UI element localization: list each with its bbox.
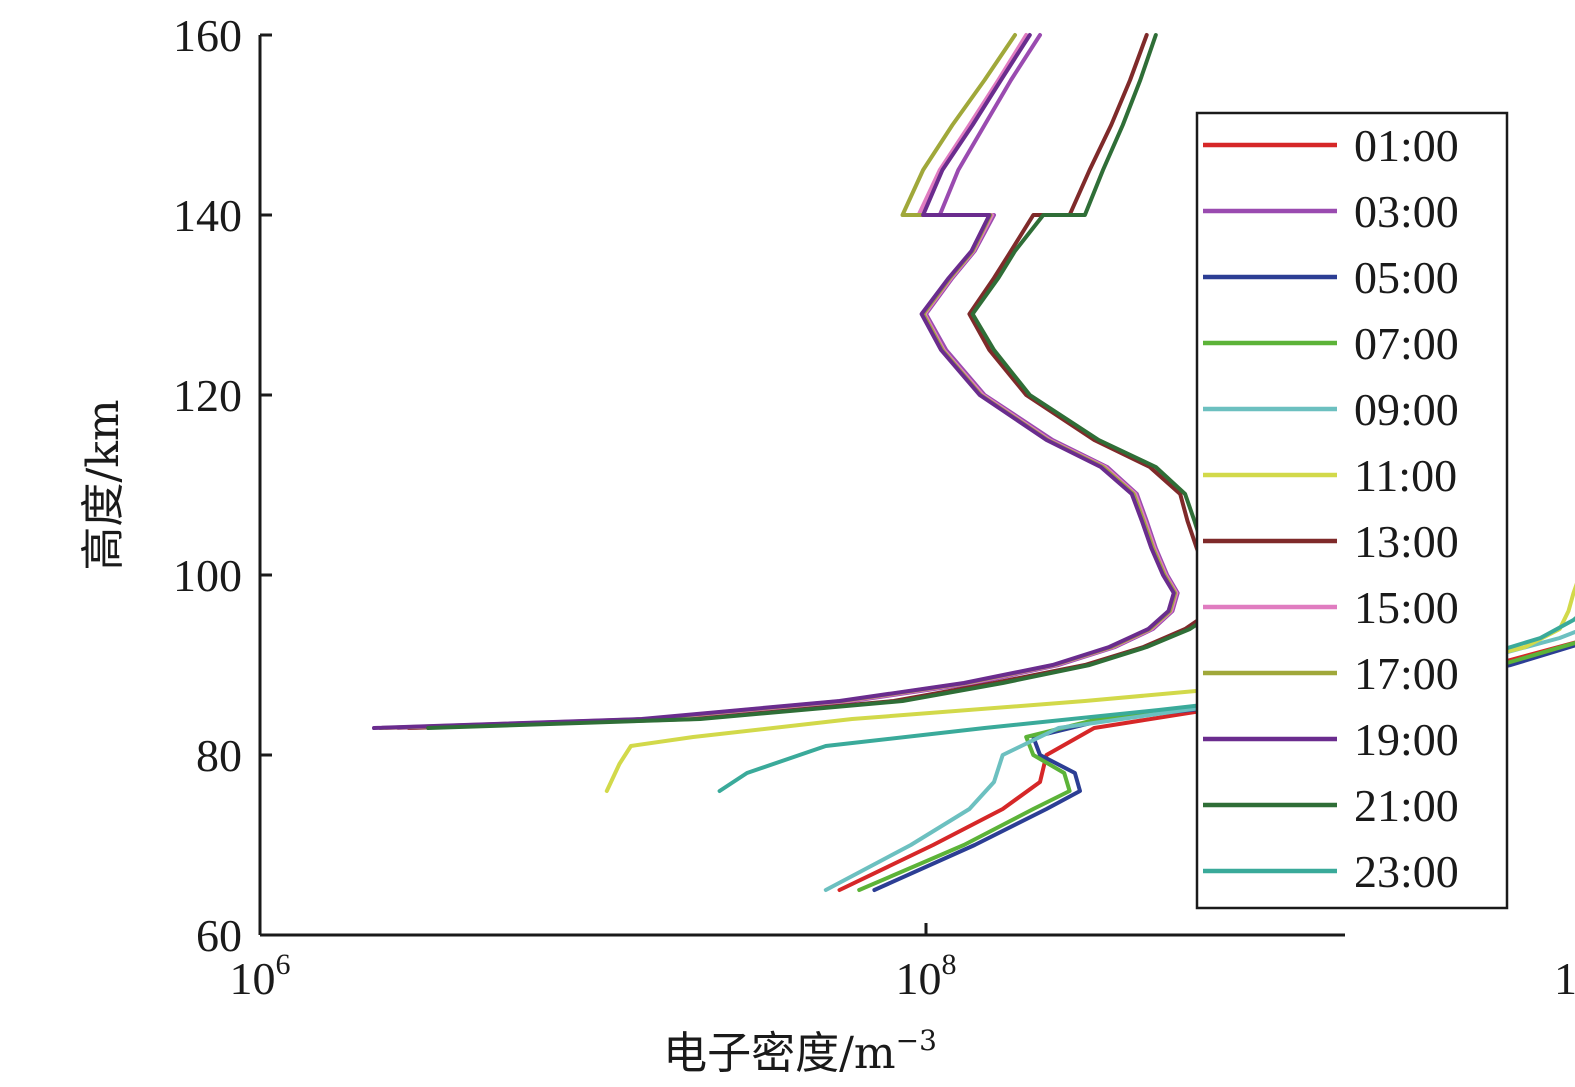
x-tick-label-base: 10	[1554, 953, 1575, 1004]
series-line-2300	[717, 616, 1575, 793]
legend-label: 11:00	[1354, 450, 1457, 501]
series-line-0300	[396, 33, 1180, 730]
x-axis-title: 电子密度/m−3	[663, 1024, 937, 1079]
legend-label: 21:00	[1354, 780, 1459, 831]
y-tick-label: 120	[173, 370, 242, 421]
x-axis-title-main: 电子密度/m	[663, 1028, 896, 1079]
x-tick-label: 108	[896, 948, 957, 1004]
series-lines	[372, 33, 1575, 892]
x-tick-label: 1010	[1554, 948, 1575, 1004]
legend-label: 15:00	[1354, 582, 1459, 633]
legend-label: 17:00	[1354, 648, 1459, 699]
legend-label: 03:00	[1354, 186, 1459, 237]
x-tick-label-exponent: 8	[942, 948, 957, 981]
series-line-0700	[857, 640, 1575, 892]
series-line-1900	[372, 33, 1176, 730]
series-line-0100	[837, 640, 1575, 892]
legend: 01:00 03:00 05:00 07:00 09:00 11:00 13:00 15:00…	[1195, 111, 1509, 910]
y-tick-label: 160	[173, 10, 242, 61]
ticks: 608010012014016010610810101012	[173, 10, 1575, 1004]
legend-label: 01:00	[1354, 120, 1459, 171]
series-line-0900	[823, 629, 1575, 892]
x-tick-label-base: 10	[230, 953, 276, 1004]
legend-label: 07:00	[1354, 318, 1459, 369]
x-tick-label-base: 10	[896, 953, 942, 1004]
y-tick-label: 140	[173, 190, 242, 241]
series-line-1100	[604, 582, 1575, 793]
series-line-2100	[426, 33, 1229, 730]
legend-items: 01:00 03:00 05:00 07:00 09:00 11:00 13:00 15:00…	[1203, 120, 1459, 897]
y-axis-title: 高度/km	[78, 399, 129, 570]
axes	[258, 35, 1345, 937]
series-line-0500	[872, 643, 1575, 892]
y-tick-label: 80	[196, 730, 242, 781]
legend-label: 13:00	[1354, 516, 1459, 567]
y-tick-label: 60	[196, 910, 242, 961]
legend-label: 05:00	[1354, 252, 1459, 303]
legend-box	[1195, 111, 1509, 910]
x-tick-label-exponent: 6	[276, 948, 291, 981]
series-line-1700	[378, 33, 1178, 730]
legend-label: 09:00	[1354, 384, 1459, 435]
y-tick-label: 100	[173, 550, 242, 601]
legend-label: 19:00	[1354, 714, 1459, 765]
x-axis-title-exponent: −3	[896, 1024, 937, 1057]
series-line-1300	[406, 33, 1220, 730]
series-line-1500	[384, 33, 1179, 730]
legend-label: 23:00	[1354, 846, 1459, 897]
x-tick-label: 106	[230, 948, 291, 1004]
